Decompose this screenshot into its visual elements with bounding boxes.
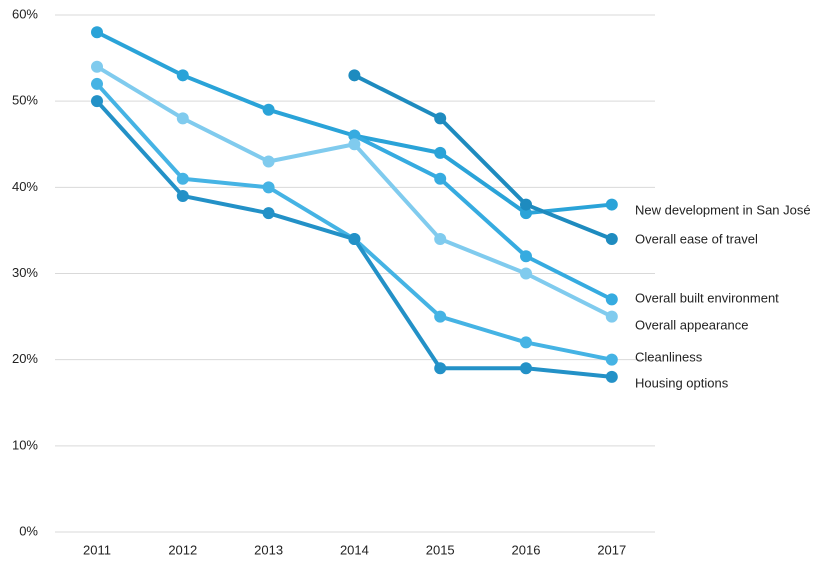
data-point (605, 370, 618, 383)
series-line (95, 82, 613, 362)
data-point (520, 267, 532, 280)
series-line (95, 64, 613, 319)
legend-label: Housing options (635, 375, 729, 390)
data-point (91, 77, 103, 90)
y-tick-label: 50% (12, 93, 38, 108)
x-tick-label: 2014 (340, 542, 369, 557)
data-point (348, 233, 361, 246)
data-point (520, 198, 532, 211)
series-line (353, 73, 613, 241)
data-point (348, 129, 361, 142)
data-point (434, 233, 447, 246)
data-point (434, 112, 447, 125)
data-point (434, 146, 447, 159)
y-tick-label: 0% (19, 523, 38, 538)
data-point (262, 207, 275, 220)
data-point (520, 362, 532, 375)
data-point (176, 172, 189, 185)
data-point (262, 103, 275, 116)
data-point (520, 250, 532, 263)
y-tick-label: 40% (12, 179, 38, 194)
y-tick-label: 60% (12, 6, 38, 21)
data-point (605, 198, 618, 211)
data-point (434, 310, 447, 323)
data-point (605, 233, 618, 246)
x-tick-label: 2011 (83, 542, 111, 557)
data-point (91, 95, 103, 108)
data-point (176, 189, 189, 202)
x-tick-label: 2012 (168, 542, 197, 557)
data-point (434, 362, 447, 375)
data-point (520, 336, 532, 349)
x-tick-label: 2013 (254, 542, 283, 557)
x-tick-label: 2017 (597, 542, 626, 557)
data-point (605, 293, 618, 306)
data-point (91, 60, 103, 73)
data-point (348, 69, 361, 82)
data-point (520, 207, 532, 220)
data-point (262, 181, 275, 194)
data-point (348, 138, 361, 151)
x-tick-label: 2016 (512, 542, 541, 557)
data-point (605, 310, 618, 323)
series-line (353, 133, 613, 302)
data-point (91, 26, 103, 39)
data-point (262, 155, 275, 168)
legend-label: Overall appearance (635, 317, 748, 332)
data-point (434, 172, 447, 185)
legend-label: New development in San José (635, 202, 811, 217)
y-tick-label: 30% (12, 265, 38, 280)
y-tick-label: 20% (12, 351, 38, 366)
x-tick-label: 2015 (426, 542, 455, 557)
legend-label: Overall built environment (635, 290, 779, 305)
data-point (176, 69, 189, 82)
legend-label: Overall ease of travel (635, 231, 758, 246)
legend-label: Cleanliness (635, 349, 703, 364)
data-point (176, 112, 189, 125)
data-point (605, 353, 618, 366)
y-tick-label: 10% (12, 437, 38, 452)
